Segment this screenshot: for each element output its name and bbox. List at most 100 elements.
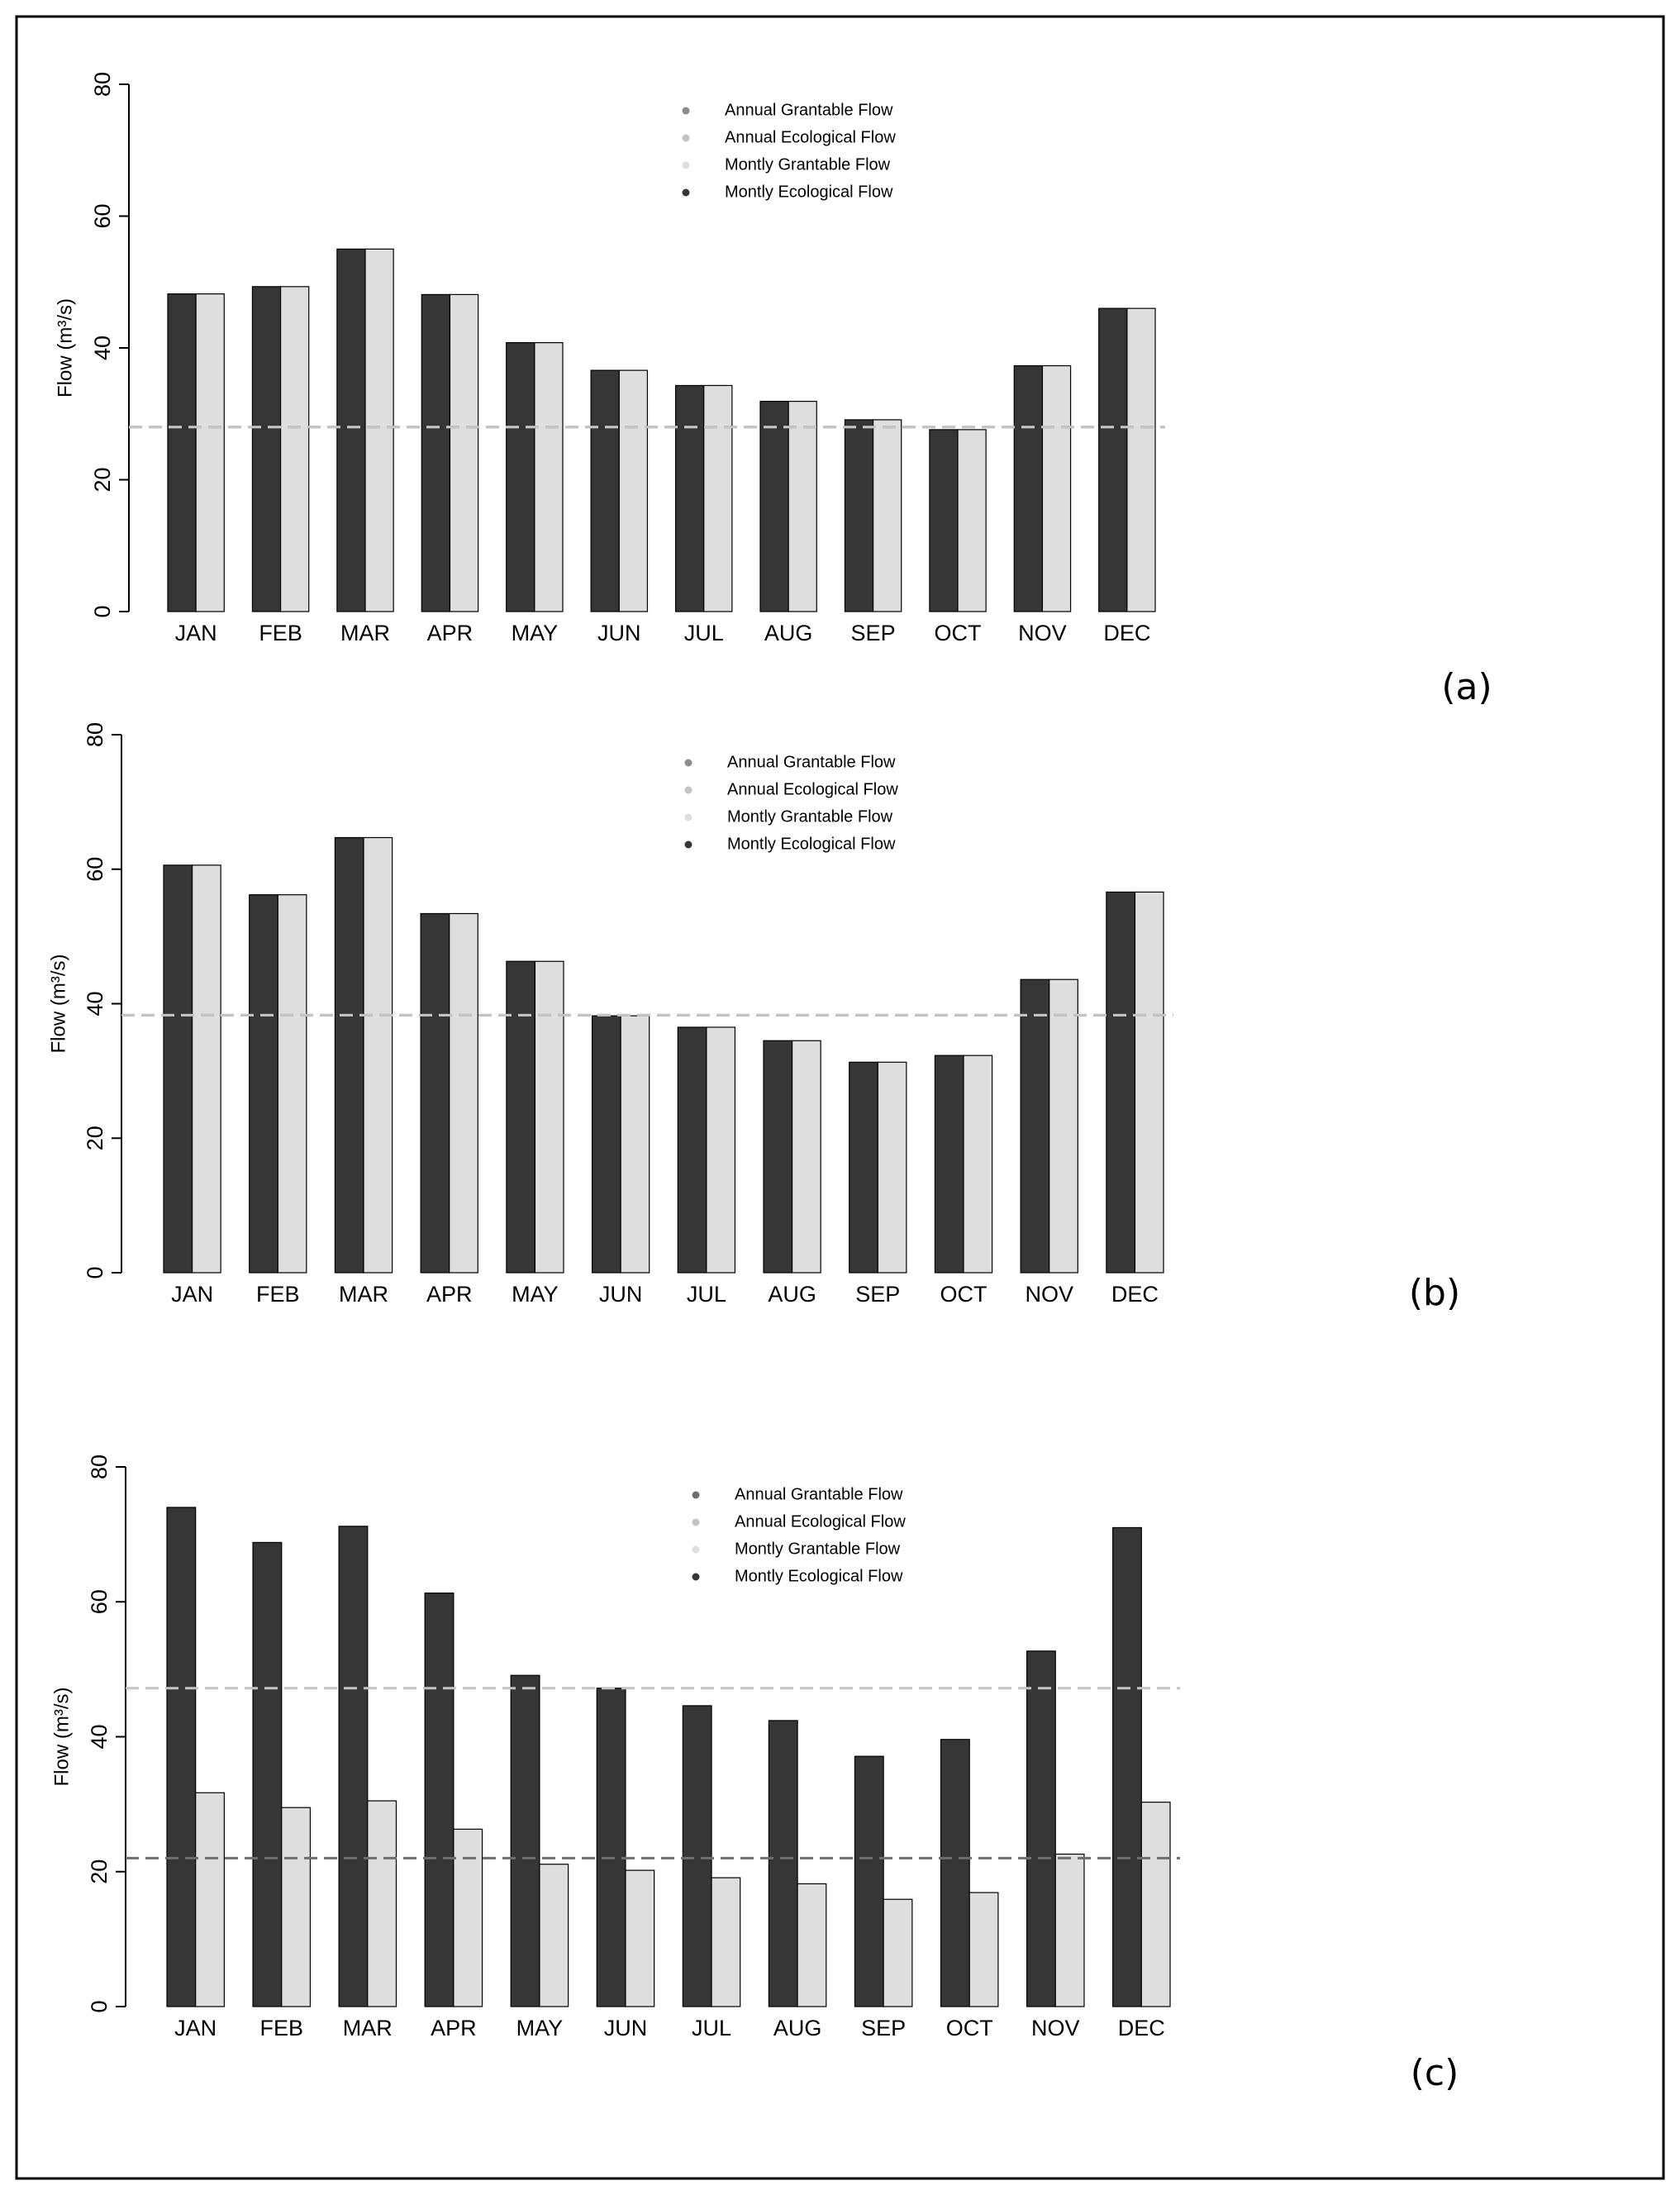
x-tick-label: JAN [174, 2016, 217, 2040]
x-tick-label: JUL [692, 2016, 731, 2040]
x-tick-label: JAN [175, 621, 217, 645]
x-tick-label: AUG [768, 1282, 816, 1307]
x-tick-label: APR [426, 1282, 473, 1307]
bar [252, 1541, 283, 2007]
bar [1106, 891, 1136, 1274]
bar [929, 429, 959, 612]
bar [1112, 1526, 1142, 2007]
legend-label: Montly Grantable Flow [727, 807, 893, 826]
bar [449, 293, 479, 612]
legend-label: Annual Grantable Flow [727, 753, 896, 771]
bar [788, 400, 817, 612]
legend-marker [692, 1573, 700, 1581]
legend-label: Annual Ecological Flow [725, 128, 896, 146]
bar [166, 1507, 197, 2007]
x-tick-label: MAR [343, 2016, 393, 2040]
bar [625, 1869, 655, 2007]
bar [596, 1688, 626, 2007]
bar [363, 836, 393, 1274]
legend-marker [684, 759, 692, 767]
y-tick-label: 40 [90, 336, 115, 360]
bar [763, 1040, 793, 1274]
bar [167, 293, 197, 612]
bar [883, 1898, 913, 2007]
legend-label: Annual Grantable Flow [735, 1485, 903, 1503]
legend-label: Montly Ecological Flow [727, 835, 896, 853]
frame [15, 15, 1665, 2180]
bar [963, 1055, 993, 1274]
x-tick-label: MAY [512, 621, 559, 645]
y-tick-label: 0 [90, 605, 115, 617]
y-tick-label: 80 [90, 72, 115, 97]
y-tick-label: 60 [87, 1589, 112, 1614]
bar [534, 960, 564, 1274]
legend-label: Montly Ecological Flow [725, 183, 893, 201]
x-tick-label: SEP [861, 2016, 906, 2040]
y-tick-label: 40 [87, 1724, 112, 1749]
x-tick-label: JUN [604, 2016, 648, 2040]
bar [854, 1755, 884, 2007]
y-tick-label: 60 [83, 857, 107, 882]
bar [844, 419, 874, 612]
bar [1098, 307, 1128, 612]
y-tick-label: 40 [83, 991, 107, 1016]
bar [618, 369, 649, 612]
bar [677, 1026, 707, 1274]
x-tick-label: JAN [171, 1282, 213, 1307]
x-tick-label: MAR [339, 1282, 388, 1307]
legend-marker [684, 840, 692, 849]
bar [424, 1593, 455, 2007]
bar [797, 1883, 827, 2007]
legend-marker [684, 786, 692, 794]
bar [849, 1061, 878, 1274]
x-tick-label: FEB [259, 2016, 303, 2040]
legend-marker [682, 188, 690, 197]
bar [1134, 891, 1164, 1274]
legend-label: Annual Ecological Flow [735, 1512, 906, 1531]
y-axis-title: Flow (m³/s) [47, 955, 69, 1054]
panel-label: (c) [1411, 2052, 1459, 2094]
bar [420, 912, 450, 1274]
legend-marker [692, 1545, 700, 1554]
legend-marker [682, 134, 690, 142]
x-tick-label: APR [427, 621, 474, 645]
legend-label: Montly Grantable Flow [735, 1540, 901, 1558]
legend-marker [684, 813, 692, 821]
y-tick-label: 20 [83, 1126, 107, 1150]
bar [1126, 307, 1156, 612]
x-tick-label: JUL [684, 621, 724, 645]
y-tick-label: 80 [83, 722, 107, 747]
x-tick-label: NOV [1025, 1282, 1073, 1307]
bar [1054, 1853, 1085, 2007]
bar [334, 836, 364, 1274]
legend-marker [682, 161, 690, 169]
bar [195, 293, 225, 612]
bar [620, 1015, 650, 1274]
y-tick-label: 60 [90, 203, 115, 228]
bar [968, 1892, 999, 2007]
bar [367, 1800, 397, 2007]
bar [449, 912, 478, 1274]
bar [682, 1705, 712, 2007]
bar [453, 1828, 483, 2007]
bar [759, 400, 789, 612]
bar [1041, 364, 1072, 612]
bar [281, 1807, 312, 2007]
x-tick-label: MAY [512, 1282, 559, 1307]
bar [279, 286, 310, 612]
y-tick-label: 0 [87, 2000, 112, 2012]
panel-label: (a) [1441, 666, 1492, 708]
bar [877, 1061, 907, 1274]
panel-label: (b) [1409, 1272, 1460, 1314]
x-tick-label: APR [431, 2016, 477, 2040]
x-tick-label: NOV [1031, 2016, 1080, 2040]
x-tick-label: OCT [946, 2016, 993, 2040]
x-tick-label: FEB [256, 1282, 300, 1307]
x-tick-label: NOV [1018, 621, 1067, 645]
x-tick-label: DEC [1111, 1282, 1159, 1307]
bar [338, 1526, 369, 2007]
bar [277, 894, 307, 1274]
legend-label: Montly Ecological Flow [735, 1567, 903, 1585]
y-tick-label: 20 [87, 1859, 112, 1884]
